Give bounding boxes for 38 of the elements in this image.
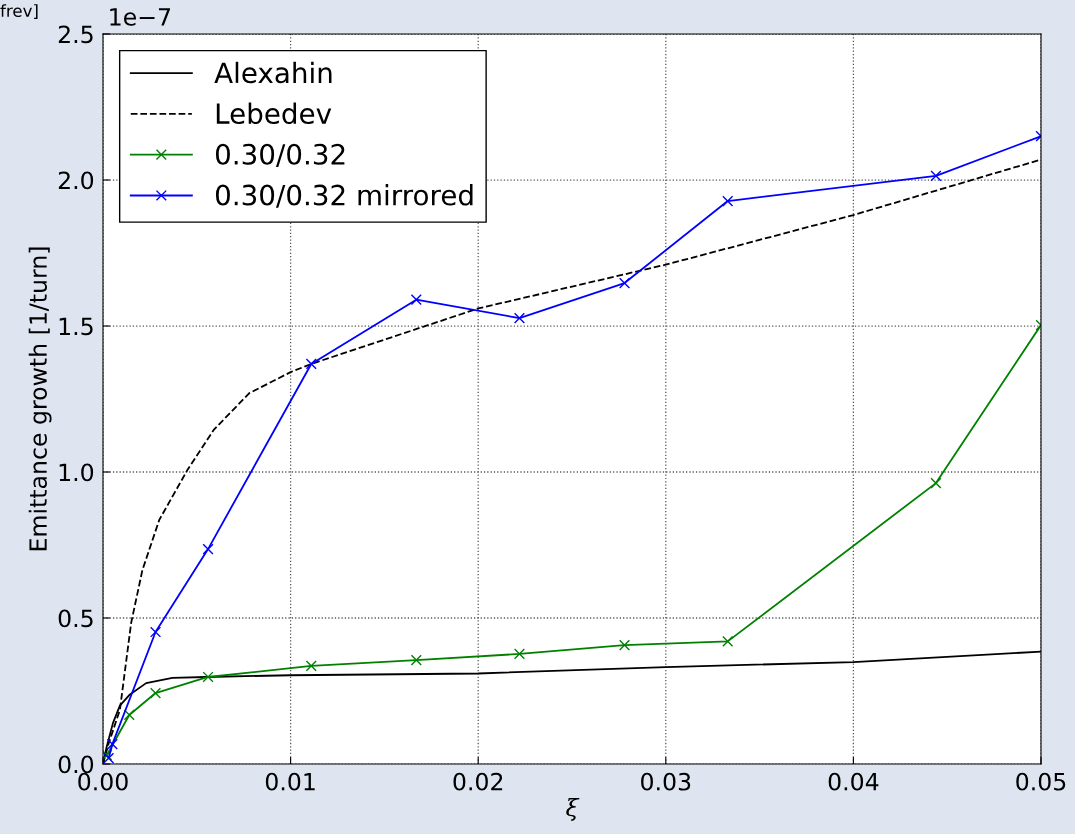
- x-tick-label: 0.04: [828, 772, 879, 791]
- y-tick-label: 1.5: [59, 317, 93, 336]
- y-tick-label: 2.5: [58, 25, 93, 44]
- legend-label: 0.30/0.32 mirrored: [215, 184, 473, 208]
- point: [149, 687, 162, 699]
- point: [410, 654, 422, 666]
- y-tick-label: 2.0: [58, 171, 94, 190]
- point: [722, 635, 734, 647]
- point: [618, 277, 631, 289]
- x-tick-label: 0.02: [453, 772, 503, 791]
- point: [930, 477, 942, 489]
- legend-label: Alexahin: [214, 61, 332, 84]
- point: [618, 639, 631, 651]
- legend-label: 0.30/0.32: [215, 143, 345, 168]
- point: [410, 294, 422, 306]
- text: frev]: [0, 4, 38, 20]
- point: [513, 312, 526, 324]
- text: 1e−7: [110, 8, 171, 26]
- point: [305, 660, 317, 672]
- point: [106, 738, 118, 750]
- y-tick-label: 0.0: [58, 755, 94, 774]
- point: [202, 671, 214, 683]
- point: [722, 195, 734, 207]
- y-tick-label: 0.5: [58, 609, 93, 628]
- x-tick-label: 0.00: [78, 772, 128, 791]
- point: [149, 626, 162, 638]
- legend-label: Lebedev: [216, 102, 332, 125]
- y-tick-label: 1.0: [59, 463, 94, 482]
- y-axis-title: Emittance growth [1/turn]: [28, 247, 52, 551]
- x-axis-title: ξ: [566, 797, 580, 821]
- point: [305, 358, 317, 370]
- point: [123, 709, 135, 721]
- point: [513, 648, 526, 660]
- x-tick-label: 0.03: [641, 772, 691, 791]
- x-tick-label: 0.01: [265, 772, 315, 791]
- point: [202, 543, 214, 555]
- x-tick-label: 0.05: [1016, 772, 1066, 791]
- point: [930, 170, 942, 182]
